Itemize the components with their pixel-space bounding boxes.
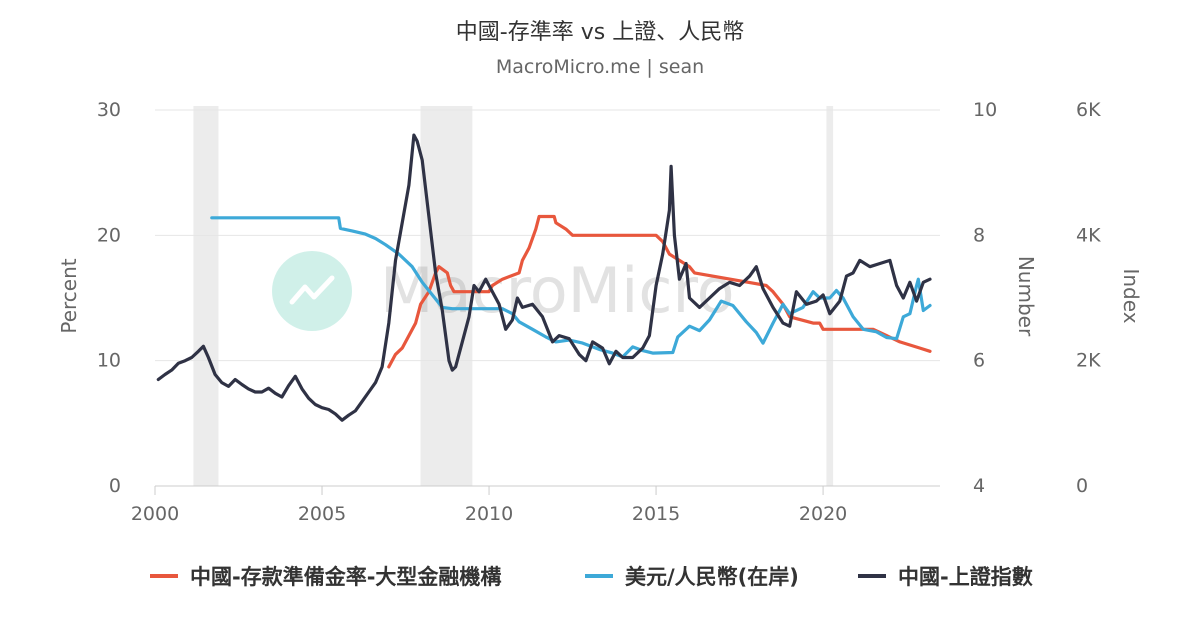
x-tick-label: 2010 [465,503,513,525]
right2-tick-label: 4K [1076,224,1101,246]
series-lines [156,133,932,422]
right-axis-number-label: Number [1014,256,1038,337]
right1-tick-label: 10 [973,99,997,121]
legend-label-shanghai-index: 中國-上證指數 [898,565,1033,589]
right1-tick-label: 4 [973,475,985,497]
x-axis: 2000 2005 2010 2015 2020 [131,485,940,525]
x-tick-label: 2000 [131,503,179,525]
left-axis: Percent 0 10 20 30 [57,99,121,497]
legend-item-reserve-ratio[interactable]: 中國-存款準備金率-大型金融機構 [150,565,501,589]
watermark-logo-stroke [289,275,335,305]
legend-item-shanghai-index[interactable]: 中國-上證指數 [858,565,1033,589]
right2-tick-label: 6K [1076,99,1101,121]
x-tick-label: 2020 [799,503,847,525]
left-tick-label: 10 [97,350,121,372]
right2-tick-label: 2K [1076,350,1101,372]
right1-tick-label: 6 [973,350,985,372]
series-reserve-ratio [387,214,932,369]
left-tick-label: 30 [97,99,121,121]
shaded-period-1 [420,106,473,486]
right-axis-index: Index 0 2K 4K 6K [1076,99,1143,497]
right2-tick-label: 0 [1076,475,1088,497]
legend: 中國-存款準備金率-大型金融機構 美元/人民幣(在岸) 中國-上證指數 [150,565,1033,589]
series-usdcny [210,216,932,359]
watermark-logo-icon [272,251,352,331]
left-tick-label: 20 [97,224,121,246]
right1-tick-label: 8 [973,224,985,246]
x-tick-label: 2015 [632,503,680,525]
right-axis-number: Number 4 6 8 10 [973,99,1038,497]
chart-subtitle: MacroMicro.me | sean [495,56,705,78]
legend-label-usdcny: 美元/人民幣(在岸) [625,565,799,589]
shaded-period-0 [193,106,219,486]
right-axis-index-label: Index [1119,268,1143,323]
x-tick-label: 2005 [298,503,346,525]
left-tick-label: 0 [109,475,121,497]
legend-item-usdcny[interactable]: 美元/人民幣(在岸) [585,565,799,589]
chart-title: 中國-存準率 vs 上證、人民幣 [455,20,745,45]
legend-label-reserve-ratio: 中國-存款準備金率-大型金融機構 [190,565,501,589]
left-axis-label: Percent [57,258,81,333]
series-shanghai-index [156,133,932,422]
